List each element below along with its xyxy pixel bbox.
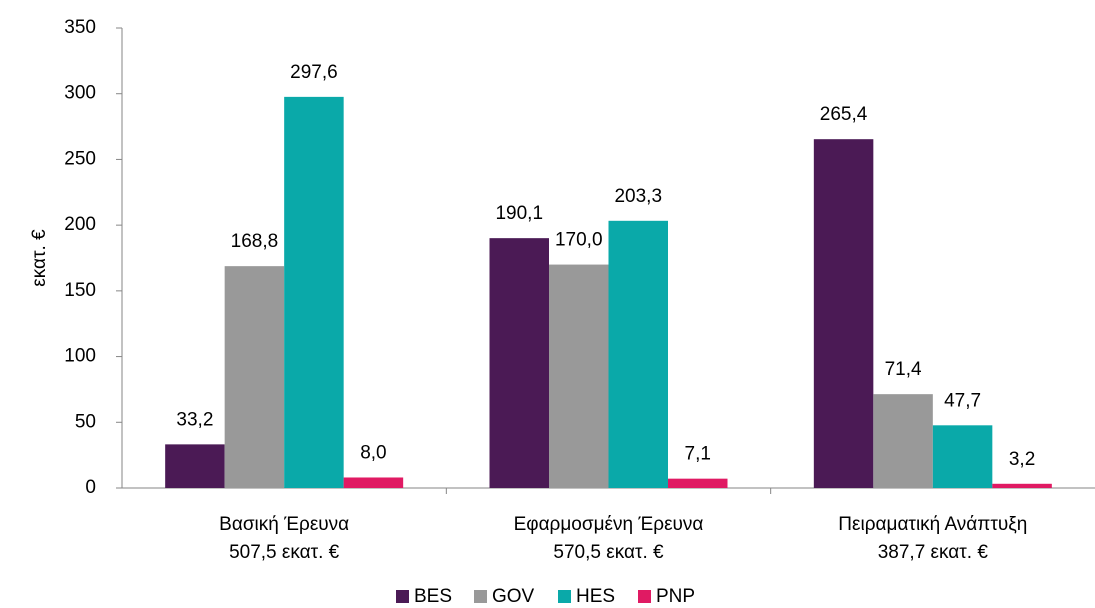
legend-swatch bbox=[474, 590, 487, 603]
bar bbox=[284, 96, 344, 489]
data-label: 297,6 bbox=[290, 62, 338, 83]
bar bbox=[992, 483, 1052, 488]
legend-label: HES bbox=[576, 586, 615, 607]
bar bbox=[873, 394, 933, 488]
y-tick-label: 300 bbox=[64, 83, 96, 104]
category-total: 570,5 εκατ. € bbox=[553, 542, 664, 563]
bar bbox=[343, 477, 404, 488]
y-tick-label: 250 bbox=[64, 148, 96, 169]
y-tick-label: 0 bbox=[85, 477, 96, 498]
category-total: 507,5 εκατ. € bbox=[229, 542, 340, 563]
data-label: 8,0 bbox=[360, 443, 386, 464]
bar bbox=[608, 220, 668, 488]
bar bbox=[932, 425, 993, 488]
legend-swatch bbox=[638, 590, 651, 603]
data-label: 203,3 bbox=[614, 186, 662, 207]
y-axis-label: εκατ. € bbox=[29, 229, 50, 287]
bar bbox=[489, 238, 549, 488]
x-tick-label: Βασική Έρευνα bbox=[219, 514, 349, 535]
data-label: 3,2 bbox=[1009, 449, 1035, 470]
legend-label: BES bbox=[414, 586, 452, 607]
legend-label: PNP bbox=[656, 586, 695, 607]
bar bbox=[165, 444, 225, 488]
legend-swatch bbox=[558, 590, 571, 603]
y-tick-label: 200 bbox=[64, 214, 96, 235]
y-tick-label: 100 bbox=[64, 346, 96, 367]
y-tick-label: 50 bbox=[75, 411, 96, 432]
bar bbox=[668, 478, 728, 488]
data-label: 7,1 bbox=[685, 444, 711, 465]
bar bbox=[224, 266, 285, 488]
bar bbox=[813, 139, 874, 488]
data-label: 47,7 bbox=[944, 390, 981, 411]
y-tick-label: 350 bbox=[64, 17, 96, 38]
data-label: 265,4 bbox=[820, 104, 868, 125]
x-tick-label: Πειραματική Ανάπτυξη bbox=[838, 514, 1027, 535]
data-label: 170,0 bbox=[555, 230, 603, 251]
data-label: 168,8 bbox=[231, 231, 279, 252]
bar bbox=[549, 264, 609, 488]
y-tick-label: 150 bbox=[64, 280, 96, 301]
legend-label: GOV bbox=[492, 586, 535, 607]
category-total: 387,7 εκατ. € bbox=[878, 542, 989, 563]
data-label: 71,4 bbox=[885, 359, 922, 380]
legend-swatch bbox=[396, 590, 409, 603]
x-tick-label: Εφαρμοσμένη Έρευνα bbox=[514, 514, 704, 535]
data-label: 190,1 bbox=[495, 203, 543, 224]
data-label: 33,2 bbox=[176, 409, 213, 430]
